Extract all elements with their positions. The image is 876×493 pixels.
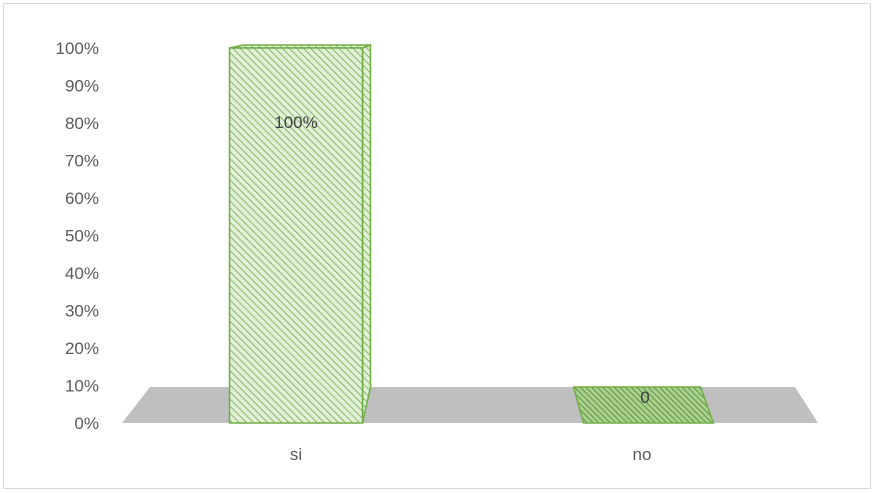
y-tick-label: 20%	[65, 339, 99, 358]
x-axis: si no	[290, 445, 652, 464]
bar-no: 0	[572, 386, 715, 424]
y-tick-label: 10%	[65, 377, 99, 396]
y-axis: 0% 10% 20% 30% 40% 50% 60% 70% 80% 90% 100%	[56, 39, 99, 433]
bar-si: 100%	[228, 43, 372, 424]
chart-floor	[122, 387, 818, 423]
y-tick-label: 80%	[65, 114, 99, 133]
bar-side	[361, 43, 372, 424]
data-label: 100%	[274, 113, 317, 132]
y-tick-label: 100%	[56, 39, 99, 58]
bar-front	[228, 47, 364, 424]
y-tick-label: 60%	[65, 189, 99, 208]
y-tick-label: 70%	[65, 152, 99, 171]
x-tick-label: no	[633, 445, 652, 464]
y-tick-label: 50%	[65, 227, 99, 246]
bar-flat	[572, 386, 715, 424]
y-tick-label: 30%	[65, 302, 99, 321]
y-tick-label: 0%	[74, 414, 99, 433]
y-tick-label: 40%	[65, 264, 99, 283]
x-tick-label: si	[290, 445, 302, 464]
bars: 100% 0	[228, 43, 715, 424]
y-tick-label: 90%	[65, 77, 99, 96]
data-label: 0	[640, 388, 649, 407]
